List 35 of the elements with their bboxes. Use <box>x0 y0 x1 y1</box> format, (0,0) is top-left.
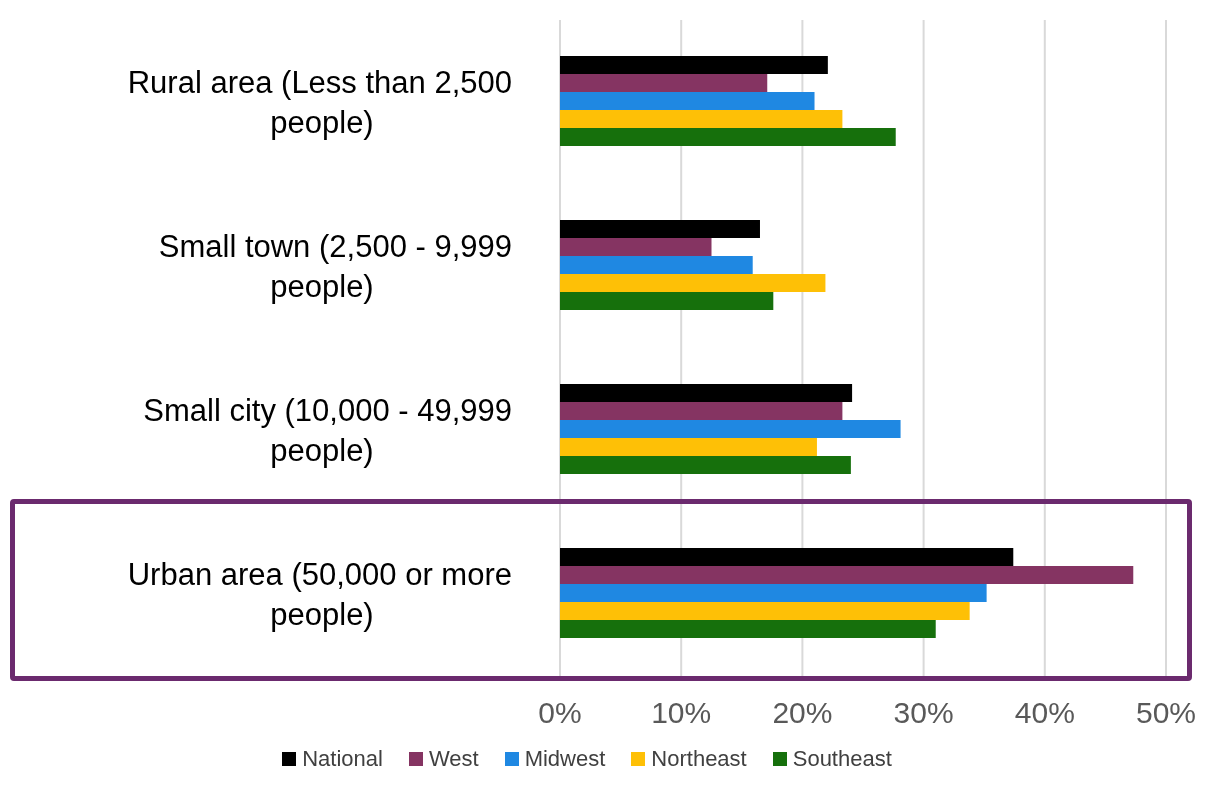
legend-label: West <box>428 746 479 772</box>
bar <box>560 256 753 275</box>
bar <box>560 456 851 475</box>
bar <box>560 584 987 603</box>
x-tick-label: 20% <box>772 696 833 730</box>
y-tick-label: Rural area (Less than 2,500 people) <box>127 64 512 140</box>
bar <box>560 602 970 621</box>
bar <box>560 620 936 639</box>
bar <box>560 128 896 147</box>
bar <box>560 56 828 75</box>
y-tick-label: Urban area (50,000 or more people) <box>127 556 512 632</box>
bar <box>560 438 817 457</box>
x-tick-label: 10% <box>651 696 712 730</box>
bar <box>560 566 1134 585</box>
bar <box>560 92 815 111</box>
bar <box>560 292 774 311</box>
bar <box>560 420 901 439</box>
x-tick-label: 0% <box>538 696 582 730</box>
legend-label: Midwest <box>524 746 606 772</box>
bar <box>560 110 843 129</box>
legend-label: Southeast <box>792 746 892 772</box>
bar <box>560 548 1014 567</box>
y-tick-label: Small city (10,000 - 49,999 people) <box>143 392 512 468</box>
y-tick-label: Small town (2,500 - 9,999 people) <box>158 228 512 304</box>
bar <box>560 384 853 403</box>
legend-label: Northeast <box>651 746 747 772</box>
bar <box>560 74 768 93</box>
x-tick-label: 50% <box>1135 696 1197 730</box>
bar <box>560 274 826 293</box>
x-tick-label: 40% <box>1014 696 1075 730</box>
bar <box>560 402 843 421</box>
legend-label: National <box>302 746 383 772</box>
bar <box>560 220 760 239</box>
bar <box>560 238 712 257</box>
x-tick-label: 30% <box>893 696 954 730</box>
